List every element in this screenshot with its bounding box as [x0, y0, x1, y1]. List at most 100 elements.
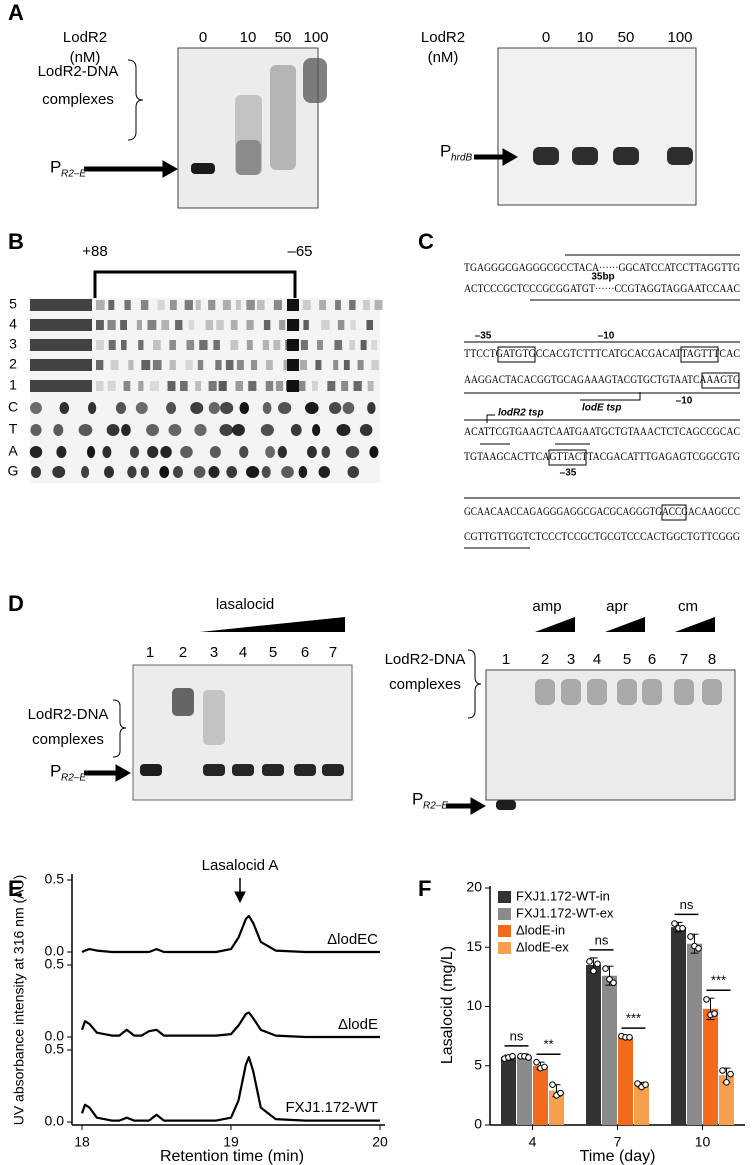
band	[161, 320, 170, 330]
data-point	[626, 1034, 633, 1041]
tsp-arrow	[580, 392, 641, 401]
band	[250, 360, 258, 370]
annotation: –10	[676, 396, 693, 407]
series-label: FXJ1.172-WT	[285, 1099, 378, 1116]
sequence-line: CGTTGTTGGTCTCCCTCCGCTGCGTCCCACTGGCTGTTCG…	[464, 529, 740, 543]
lane-label: 2	[9, 356, 17, 372]
band	[232, 764, 254, 776]
band	[300, 340, 308, 350]
panel-label: B	[8, 229, 24, 254]
wedge	[675, 617, 715, 632]
y-tick-label: 0.5	[45, 956, 65, 972]
arrow-head	[162, 160, 179, 178]
band	[298, 466, 308, 478]
data-point	[723, 1079, 730, 1086]
band	[235, 300, 242, 310]
band	[219, 424, 233, 436]
band	[305, 402, 319, 414]
trace	[81, 914, 380, 954]
band	[197, 360, 204, 370]
band	[613, 147, 639, 165]
band	[30, 299, 92, 311]
band	[167, 381, 176, 391]
band	[168, 424, 182, 436]
bar	[533, 1065, 548, 1125]
wedge	[605, 617, 645, 632]
lane-label: 100	[303, 29, 328, 46]
band	[281, 466, 294, 478]
data-point	[594, 960, 601, 968]
compound-label: lasalocid	[216, 596, 274, 613]
smear	[236, 140, 261, 175]
band	[287, 359, 299, 371]
band	[166, 402, 177, 414]
band	[345, 446, 360, 458]
band	[110, 360, 119, 370]
band	[220, 402, 234, 414]
y-axis-title: Lasalocid (mg/L)	[439, 946, 456, 1064]
band	[205, 320, 214, 330]
bar	[634, 1084, 649, 1125]
data-point	[525, 1054, 532, 1061]
sequence-line: ACTCCCGCTCCCGCGGATGT······CCGTAGGTAGGAAT…	[464, 281, 740, 295]
band	[147, 446, 159, 458]
x-tick-label: 7	[614, 1134, 622, 1150]
band	[328, 402, 342, 414]
band	[262, 402, 272, 414]
band	[246, 340, 253, 350]
smear	[561, 679, 581, 705]
significance-label: ns	[510, 1028, 524, 1043]
band	[186, 340, 195, 350]
band	[96, 360, 104, 370]
bar	[719, 1075, 734, 1125]
lane-label: 50	[618, 29, 635, 46]
box	[661, 504, 687, 521]
lane-label: 5	[623, 651, 631, 668]
band	[316, 340, 323, 350]
annotation: lodR2 tsp	[498, 408, 544, 419]
data-point	[586, 958, 593, 965]
data-point	[687, 933, 694, 940]
band	[121, 424, 131, 436]
lane-label: 8	[708, 651, 716, 668]
band	[180, 381, 188, 391]
significance-label: ns	[595, 932, 609, 947]
band	[277, 446, 287, 458]
band	[128, 360, 134, 370]
wedge	[535, 617, 575, 632]
lane-label: 2	[541, 651, 549, 668]
y-tick-label: 10	[466, 997, 482, 1013]
legend-swatch	[498, 908, 511, 920]
complex-label: complexes	[389, 676, 461, 693]
band	[106, 424, 120, 436]
data-point	[533, 1058, 540, 1066]
tsp-arrow	[486, 414, 495, 423]
band	[195, 300, 201, 310]
annotation: –35	[560, 468, 577, 479]
lane-label: 0	[542, 29, 550, 46]
legend-label: ΔlodE-in	[516, 922, 565, 937]
box	[548, 449, 587, 466]
box	[701, 372, 740, 389]
probe-subscript: R2–E	[61, 169, 86, 180]
data-point	[671, 920, 678, 927]
band	[273, 300, 282, 310]
legend-label: FXJ1.172-WT-in	[516, 888, 610, 903]
y-tick-label: 0.5	[45, 1041, 65, 1057]
probe-label: P	[440, 141, 451, 160]
box	[680, 346, 719, 363]
band	[140, 764, 162, 776]
brace	[112, 699, 127, 758]
band	[208, 466, 220, 478]
band	[321, 446, 331, 458]
bracket	[93, 270, 297, 298]
band	[222, 300, 231, 310]
band	[343, 360, 350, 370]
sequence-line: TGAGGGCGAGGGCGCCTACA······GGCATCCATCCTTA…	[464, 260, 740, 274]
data-point	[642, 1081, 649, 1089]
lane-label: 0	[199, 29, 207, 46]
band	[124, 300, 131, 310]
band	[341, 381, 349, 391]
band	[170, 300, 177, 310]
band	[312, 381, 318, 391]
